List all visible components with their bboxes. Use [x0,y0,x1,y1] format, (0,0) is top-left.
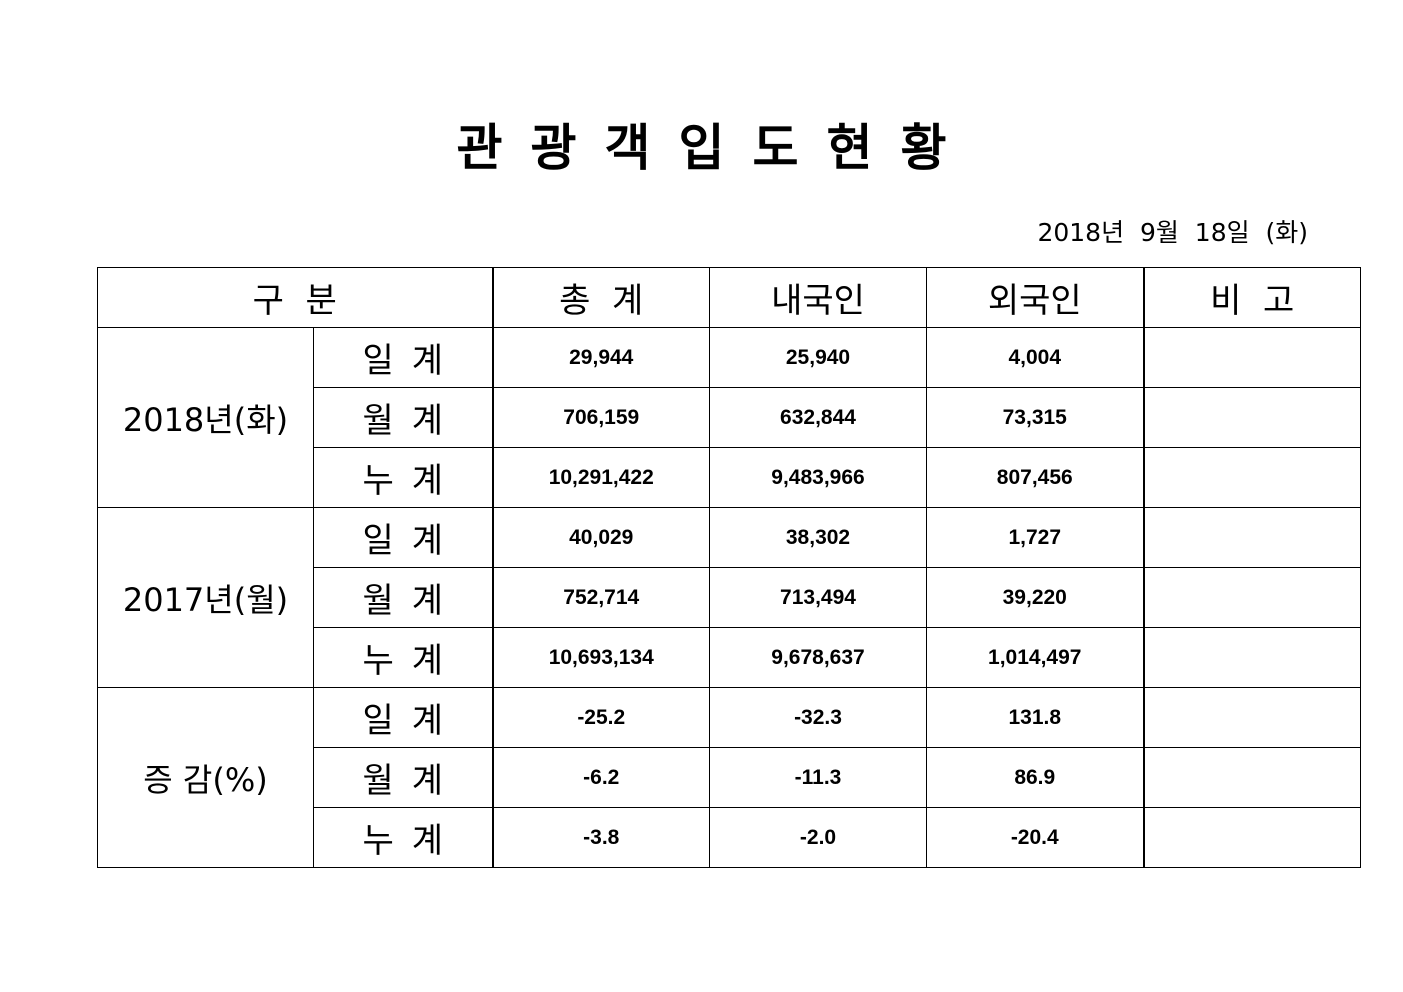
foreign-cell: -20.4 [926,807,1145,868]
header-note: 비 고 [1143,267,1361,328]
row-type: 누계 [313,807,493,868]
foreign-cell: 131.8 [926,687,1145,748]
foreign-cell: 1,014,497 [926,627,1145,688]
foreign-cell: 1,727 [926,507,1145,568]
foreign-cell: 73,315 [926,387,1145,448]
row-type: 월계 [313,747,493,808]
row-type: 일계 [313,687,493,748]
header-row: 구 분 총 계 내국인 외국인 비 고 [97,267,1361,328]
table-row: 누계 -3.8 -2.0 -20.4 [98,807,1361,868]
foreign-cell: 39,220 [926,567,1145,628]
row-type: 누계 [313,627,493,688]
note-cell [1143,807,1361,868]
domestic-cell: 9,483,966 [709,447,927,508]
total-cell: 29,944 [491,327,710,388]
domestic-cell: -2.0 [709,807,927,868]
note-cell [1143,627,1361,688]
note-cell [1143,447,1361,508]
row-type: 누계 [313,447,493,508]
table-row: 2017년(월) 일계 40,029 38,302 1,727 [97,507,1361,688]
table-row: 2018년(화) 일계 29,944 25,940 4,004 [97,327,1361,508]
note-cell [1143,507,1361,568]
row-type: 월계 [313,387,493,448]
domestic-cell: 713,494 [709,567,927,628]
total-cell: 10,291,422 [491,447,710,508]
note-cell [1143,747,1361,808]
header-total: 총 계 [491,267,710,328]
row-type: 일계 [313,327,493,388]
header-category: 구 분 [97,267,493,328]
total-cell: -3.8 [491,807,710,868]
domestic-cell: 632,844 [709,387,927,448]
group-label: 2018년(화) [97,327,314,508]
note-cell [1143,327,1361,388]
foreign-cell: 4,004 [926,327,1145,388]
report-date: 2018년 9월 18일 (화) [1037,218,1308,247]
header-domestic: 내국인 [709,267,927,328]
row-type: 월계 [313,567,493,628]
group-label: 2017년(월) [97,507,314,688]
note-cell [1143,567,1361,628]
header-foreign: 외국인 [926,267,1145,328]
foreign-cell: 807,456 [926,447,1145,508]
group-label: 증 감(%) [97,687,314,868]
page-title: 관광객입도현황 [456,119,975,177]
table-row: 월계 706,159 632,844 73,315 [98,387,1361,448]
total-cell: 40,029 [491,507,710,568]
table-row: 증 감(%) 일계 -25.2 -32.3 131.8 [97,687,1361,868]
domestic-cell: 9,678,637 [709,627,927,688]
note-cell [1143,687,1361,748]
total-cell: 752,714 [491,567,710,628]
domestic-cell: -11.3 [709,747,927,808]
domestic-cell: 38,302 [709,507,927,568]
total-cell: 706,159 [491,387,710,448]
domestic-cell: -32.3 [709,687,927,748]
total-cell: -6.2 [491,747,710,808]
note-cell [1143,387,1361,448]
total-cell: 10,693,134 [491,627,710,688]
foreign-cell: 86.9 [926,747,1145,808]
tourist-arrivals-table: 구 분 총 계 내국인 외국인 비 고 2018년(화) 일계 29,944 25,9… [97,267,1361,868]
row-type: 일계 [313,507,493,568]
domestic-cell: 25,940 [709,327,927,388]
total-cell: -25.2 [491,687,710,748]
